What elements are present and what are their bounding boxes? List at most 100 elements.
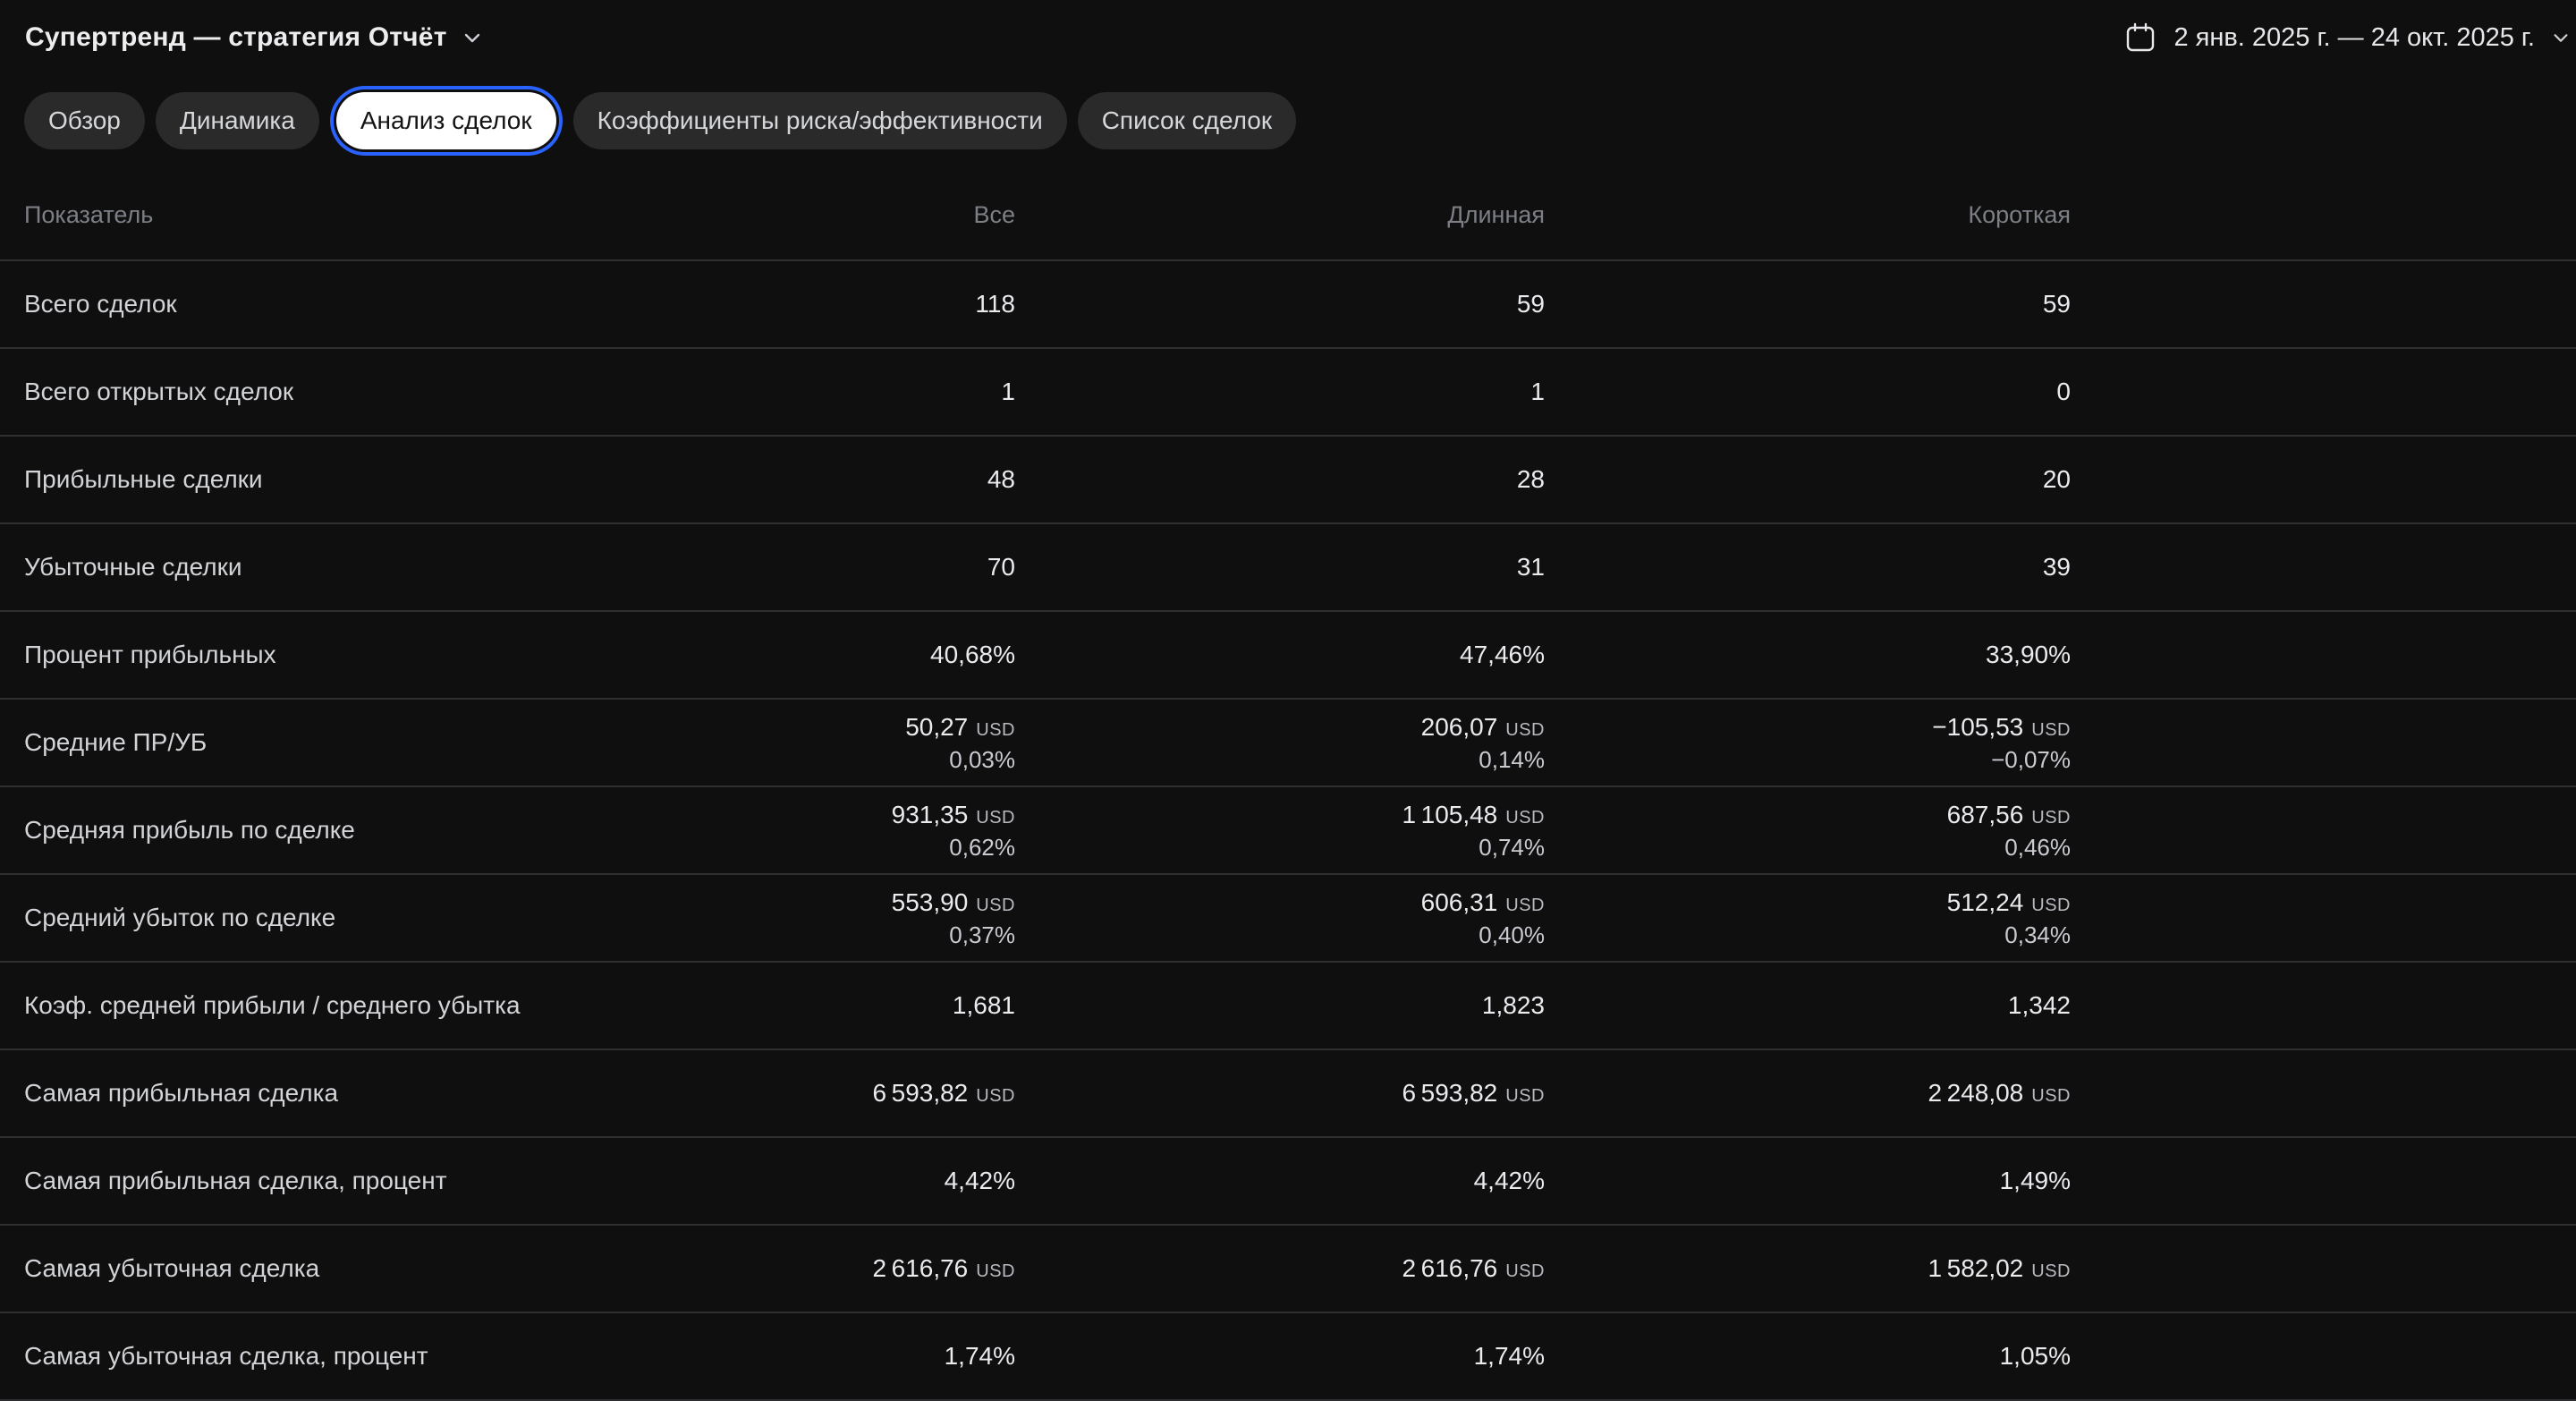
- column-header: Показатель: [24, 200, 154, 228]
- cell: 33,90%: [1545, 642, 2071, 667]
- cell-value: 47,46%: [1460, 641, 1545, 668]
- cell-percent: 0,62%: [949, 833, 1015, 861]
- cell-value: 2 616,76 USD: [872, 1254, 1015, 1282]
- cell: 6 593,82 USD: [626, 1081, 1015, 1106]
- cell: −105,53 USD −0,07%: [1545, 714, 2071, 771]
- table-header-row: Показатель Все Длинная Короткая: [0, 170, 2576, 259]
- cell: 20: [1545, 467, 2071, 492]
- cell: 1,342: [1545, 993, 2071, 1018]
- cell-value: 40,68%: [930, 641, 1015, 668]
- cell: 2 616,76 USD: [1015, 1256, 1545, 1281]
- cell: 39: [1545, 555, 2071, 580]
- cell: 4,42%: [1015, 1168, 1545, 1193]
- column-header: Длинная: [1447, 200, 1545, 228]
- cell: 4,42%: [626, 1168, 1015, 1193]
- cell-value: 1,823: [1481, 991, 1545, 1019]
- cell-percent: 0,74%: [1479, 833, 1545, 861]
- cell: 1,49%: [1545, 1168, 2071, 1193]
- tab-overview[interactable]: Обзор: [24, 92, 145, 149]
- currency-suffix: USD: [2031, 1086, 2071, 1106]
- cell-value: 59: [2042, 290, 2071, 318]
- column-header: Короткая: [1968, 200, 2071, 228]
- row-label: Самая прибыльная сделка: [24, 1079, 339, 1107]
- cell-value: 4,42%: [1473, 1167, 1545, 1194]
- cell-percent: 0,03%: [949, 745, 1015, 773]
- cell-value: 4,42%: [944, 1167, 1015, 1194]
- tab-risk-performance-ratios[interactable]: Коэффициенты риска/эффективности: [572, 92, 1067, 149]
- cell: 1,823: [1015, 993, 1545, 1018]
- cell: 1: [1015, 379, 1545, 404]
- tab-performance[interactable]: Динамика: [155, 92, 319, 149]
- table-row: Самая убыточная сделка 2 616,76 USD 2 616,7…: [0, 1224, 2576, 1312]
- cell-value: 2 616,76 USD: [1402, 1254, 1545, 1282]
- tab-list-of-trades[interactable]: Список сделок: [1077, 92, 1297, 149]
- cell-value: 20: [2042, 465, 2071, 493]
- cell: 40,68%: [626, 642, 1015, 667]
- currency-suffix: USD: [976, 895, 1015, 915]
- cell: 553,90 USD 0,37%: [626, 889, 1015, 947]
- currency-suffix: USD: [976, 807, 1015, 828]
- cell: 1,681: [626, 993, 1015, 1018]
- cell-value: 606,31 USD: [1420, 887, 1545, 916]
- cell-value: 1 105,48 USD: [1402, 800, 1545, 828]
- cell-value: 1,681: [952, 991, 1015, 1019]
- cell: 206,07 USD 0,14%: [1015, 714, 1545, 773]
- cell-percent: 0,34%: [2004, 921, 2071, 948]
- cell-percent: 0,40%: [1479, 921, 1545, 948]
- cell: 31: [1015, 555, 1545, 580]
- row-label: Средний убыток по сделке: [24, 904, 336, 931]
- cell-value: 6 593,82 USD: [1402, 1079, 1545, 1107]
- date-range-picker[interactable]: 2 янв. 2025 г. — 24 окт. 2025 г.: [2123, 21, 2571, 55]
- table-row: Всего сделок 118 59 59: [0, 259, 2576, 347]
- cell-percent: 0,46%: [2004, 833, 2071, 861]
- cell: 59: [1015, 292, 1545, 317]
- cell-value: 6 593,82 USD: [872, 1079, 1015, 1107]
- cell-value: 1,342: [2007, 991, 2071, 1019]
- cell: 931,35 USD 0,62%: [626, 802, 1015, 859]
- cell-value: 31: [1516, 553, 1545, 581]
- cell-value: 70: [987, 553, 1015, 581]
- tab-trades-analysis[interactable]: Анализ сделок: [335, 92, 556, 149]
- cell-value: 931,35 USD: [891, 800, 1015, 828]
- cell-value: 118: [975, 290, 1015, 318]
- table-body: Всего сделок 118 59 59 Всего открытых сделок…: [0, 259, 2576, 1401]
- currency-suffix: USD: [2031, 719, 2071, 740]
- currency-suffix: USD: [2031, 895, 2071, 915]
- cell: 1,05%: [1545, 1344, 2071, 1369]
- currency-suffix: USD: [976, 1261, 1015, 1281]
- currency-suffix: USD: [1505, 807, 1545, 828]
- strategy-title-dropdown[interactable]: Супертренд — стратегия Отчёт: [25, 22, 483, 53]
- cell: 118: [626, 292, 1015, 317]
- trades-analysis-table: Показатель Все Длинная Короткая Всего сдело…: [0, 170, 2576, 1401]
- cell: 50,27 USD 0,03%: [626, 714, 1015, 773]
- cell-value: 1,74%: [944, 1342, 1015, 1370]
- cell-value: 1,74%: [1473, 1342, 1545, 1370]
- page-title: Супертренд — стратегия Отчёт: [25, 22, 447, 52]
- report-tabs: Обзор Динамика Анализ сделок Коэффициенты р…: [24, 86, 2576, 156]
- table-row: Средние ПР/УБ 50,27 USD 0,03% 206,07 USD 0,14%…: [0, 698, 2576, 785]
- cell-value: 28: [1516, 465, 1545, 493]
- chevron-down-icon: [464, 33, 479, 43]
- row-label: Средние ПР/УБ: [24, 728, 208, 756]
- date-range-label: 2 янв. 2025 г. — 24 окт. 2025 г.: [2174, 22, 2535, 52]
- row-label: Коэф. средней прибыли / среднего убытка: [24, 991, 521, 1019]
- chevron-down-icon: [2554, 34, 2568, 42]
- cell: 28: [1015, 467, 1545, 492]
- currency-suffix: USD: [2031, 1261, 2071, 1281]
- table-row: Прибыльные сделки 48 28 20: [0, 435, 2576, 522]
- cell: 2 616,76 USD: [626, 1256, 1015, 1281]
- cell: 48: [626, 467, 1015, 492]
- table-row: Убыточные сделки 70 31 39: [0, 522, 2576, 610]
- cell: 512,24 USD 0,34%: [1545, 889, 2071, 948]
- row-label: Средняя прибыль по сделке: [24, 816, 355, 844]
- currency-suffix: USD: [1505, 1261, 1545, 1281]
- cell-value: 1: [1530, 378, 1545, 405]
- table-row: Самая убыточная сделка, процент 1,74% 1,74…: [0, 1312, 2576, 1399]
- table-row: Всего открытых сделок 1 1 0: [0, 347, 2576, 435]
- cell: 1,74%: [626, 1344, 1015, 1369]
- cell-percent: 0,14%: [1479, 745, 1545, 773]
- cell: 1 582,02 USD: [1545, 1256, 2071, 1281]
- cell: 606,31 USD 0,40%: [1015, 887, 1545, 948]
- cell-value: 0: [2056, 378, 2071, 405]
